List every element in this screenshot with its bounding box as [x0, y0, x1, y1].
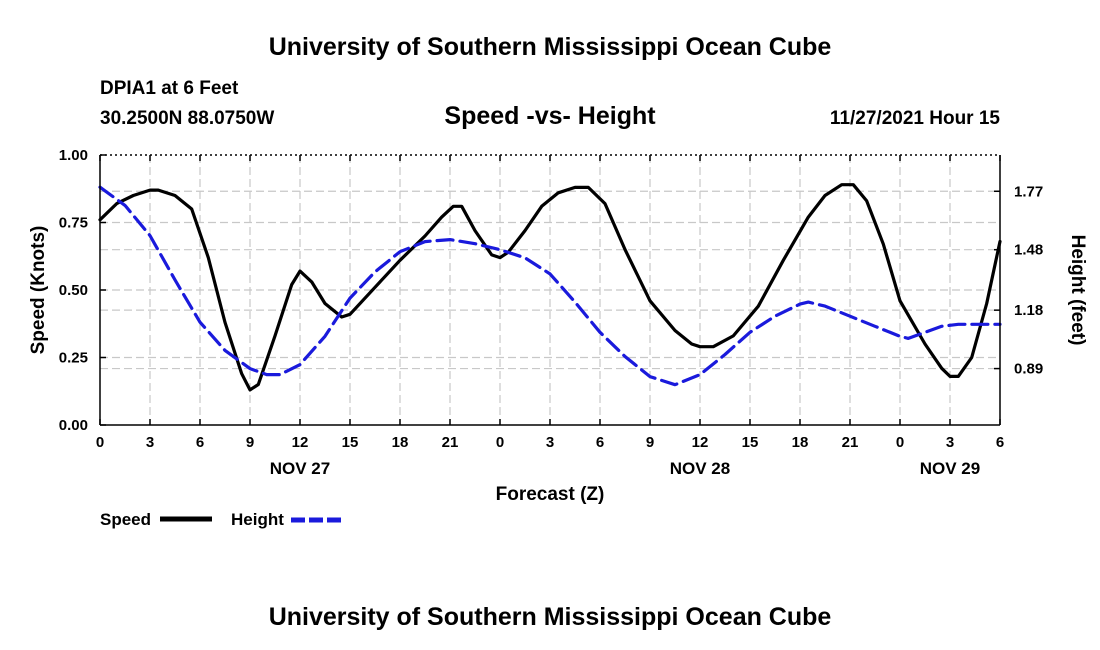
x-tick-label: 18 — [392, 434, 409, 451]
y-tick-label: 0.50 — [59, 282, 88, 299]
y2-tick-label: 1.48 — [1014, 242, 1043, 259]
footer-title: University of Southern Mississippi Ocean… — [269, 603, 832, 631]
y-axis-title: Speed (Knots) — [28, 226, 49, 355]
timestamp-label: 11/27/2021 Hour 15 — [830, 108, 1000, 129]
y-tick-label: 0.25 — [59, 350, 88, 367]
tick-labels: 0 3 6 9 12 15 18 21 0 3 6 9 12 15 18 21 0 3 6 NOV 27 NOV 28 N… — [59, 147, 1043, 478]
x-tick-label: 0 — [496, 434, 504, 451]
series-line-speed — [98, 183, 1002, 392]
date-label: NOV 29 — [920, 459, 980, 478]
x-tick-label: 9 — [246, 434, 254, 451]
legend-speed-label: Speed — [100, 510, 151, 529]
y-tick-label: 0.75 — [59, 215, 88, 232]
y2-tick-label: 0.89 — [1014, 361, 1043, 378]
y2-tick-label: 1.77 — [1014, 183, 1043, 200]
legend-height-label: Height — [231, 510, 284, 529]
x-tick-label: 12 — [292, 434, 309, 451]
legend: Speed Height — [100, 510, 343, 529]
station-label: DPIA1 at 6 Feet — [100, 78, 239, 99]
y-tick-label: 1.00 — [59, 147, 88, 164]
x-tick-label: 3 — [546, 434, 554, 451]
series-line-height — [98, 185, 1002, 387]
x-tick-label: 18 — [792, 434, 809, 451]
y-tick-label: 0.00 — [59, 417, 88, 434]
axes — [99, 154, 1001, 426]
x-tick-label: 3 — [946, 434, 954, 451]
x-tick-label: 21 — [442, 434, 459, 451]
y2-tick-label: 1.18 — [1014, 302, 1043, 319]
x-tick-label: 15 — [342, 434, 359, 451]
x-tick-label: 15 — [742, 434, 759, 451]
x-tick-label: 21 — [842, 434, 859, 451]
date-label: NOV 27 — [270, 459, 330, 478]
x-tick-label: 12 — [692, 434, 709, 451]
x-tick-label: 9 — [646, 434, 654, 451]
x-tick-label: 6 — [196, 434, 204, 451]
x-tick-label: 6 — [996, 434, 1004, 451]
page-title: University of Southern Mississippi Ocean… — [269, 33, 832, 61]
x-tick-label: 0 — [96, 434, 104, 451]
x-tick-label: 6 — [596, 434, 604, 451]
x-tick-label: 0 — [896, 434, 904, 451]
location-label: 30.2500N 88.0750W — [100, 108, 274, 129]
date-label: NOV 28 — [670, 459, 730, 478]
y2-axis-title: Height (feet) — [1067, 235, 1088, 346]
x-tick-label: 3 — [146, 434, 154, 451]
x-axis-title: Forecast (Z) — [496, 484, 605, 505]
grid-lines — [100, 155, 1000, 425]
chart-title: Speed -vs- Height — [444, 102, 656, 130]
series-lines — [98, 183, 1002, 392]
